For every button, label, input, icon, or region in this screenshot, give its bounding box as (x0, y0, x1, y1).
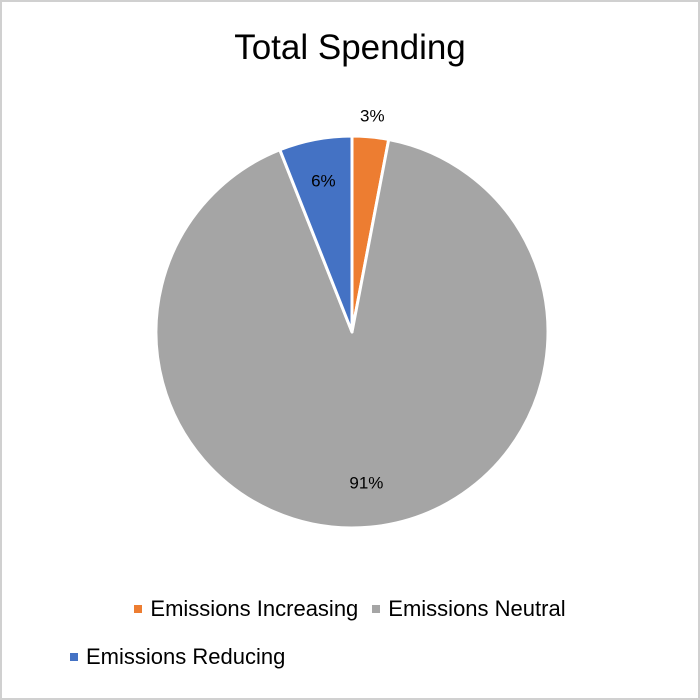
legend-item-emissions-neutral: Emissions Neutral (372, 596, 566, 622)
legend-item-emissions-reducing: Emissions Reducing (70, 644, 285, 670)
data-label-emissions-neutral: 91% (349, 474, 383, 493)
legend-row: Emissions Increasing Emissions Neutral (2, 596, 698, 622)
chart-title: Total Spending (234, 28, 466, 67)
legend-label-emissions-reducing: Emissions Reducing (86, 644, 286, 669)
legend-swatch-emissions-neutral (372, 605, 381, 613)
legend-label-emissions-increasing: Emissions Increasing (150, 596, 359, 621)
legend-swatch-emissions-reducing (70, 653, 78, 661)
data-label-emissions-reducing: 6% (311, 171, 336, 190)
legend-item-emissions-increasing: Emissions Increasing (134, 596, 358, 622)
pie-slice-emissions-reducing (278, 134, 354, 334)
data-label-emissions-increasing: 3% (360, 106, 385, 125)
legend-label-emissions-neutral: Emissions Neutral (388, 596, 566, 621)
pie-slice-emissions-neutral (154, 137, 550, 530)
legend-row: Emissions Reducing (2, 644, 698, 670)
legend-swatch-emissions-increasing (134, 605, 143, 613)
